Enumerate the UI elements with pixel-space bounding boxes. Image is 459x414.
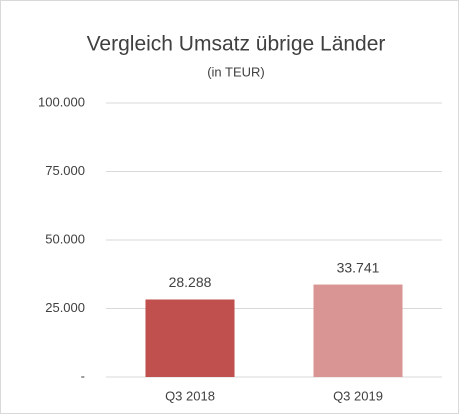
y-tick-label: - <box>81 368 85 383</box>
data-label: 33.741 <box>337 259 380 275</box>
chart-title: Vergleich Umsatz übrige Länder <box>87 33 386 56</box>
x-tick-label: Q3 2018 <box>165 388 215 403</box>
y-tick-label: 25.000 <box>45 300 85 315</box>
chart-subtitle: (in TEUR) <box>207 64 265 79</box>
y-tick-label: 100.000 <box>38 94 85 109</box>
x-tick-label: Q3 2019 <box>333 388 383 403</box>
data-label: 28.288 <box>169 274 212 290</box>
bar <box>145 299 235 377</box>
bar <box>313 284 403 377</box>
y-tick-label: 50.000 <box>45 231 85 246</box>
y-tick-label: 75.000 <box>45 163 85 178</box>
